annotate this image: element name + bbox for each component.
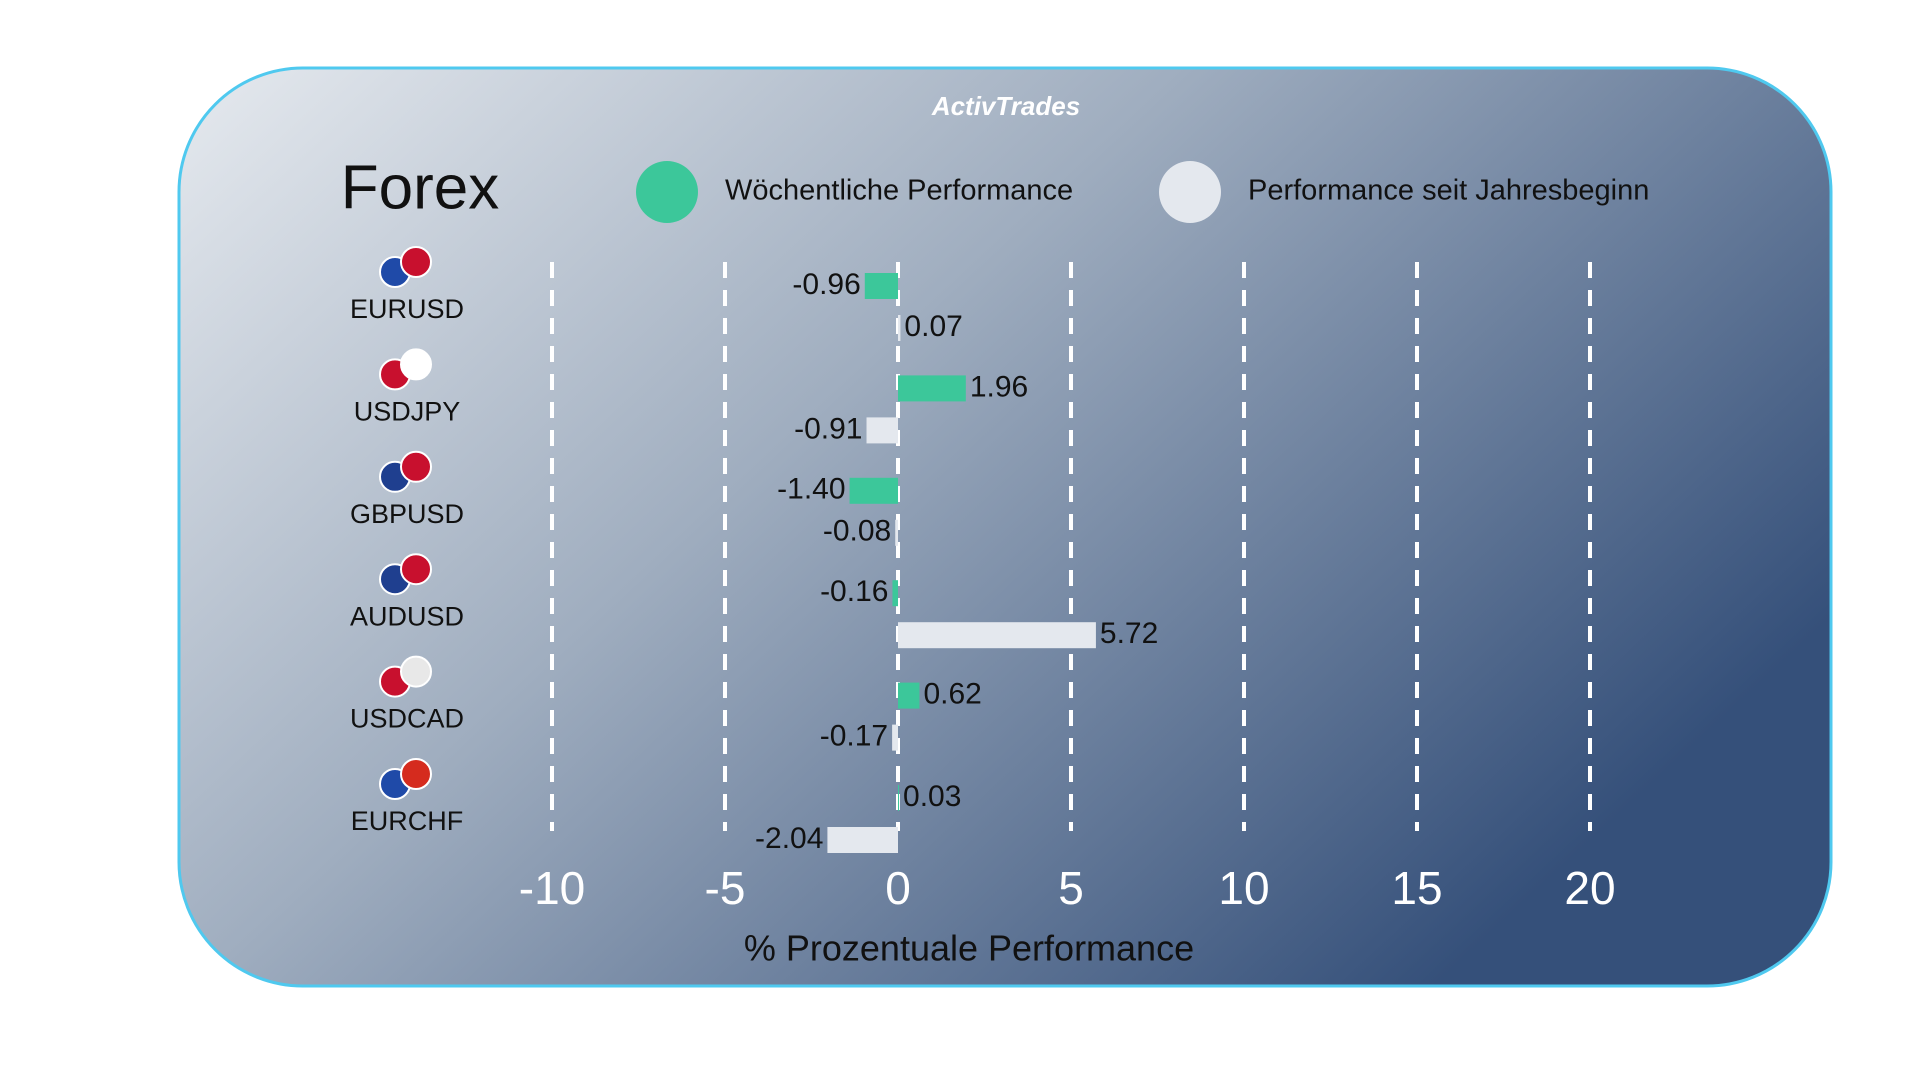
legend-label: Wöchentliche Performance [725, 175, 1073, 207]
category-label: EURCHF [351, 806, 464, 836]
bar [898, 682, 920, 709]
category-label: USDJPY [354, 397, 461, 427]
value-label: -2.04 [755, 822, 823, 855]
x-tick-label: 0 [885, 862, 911, 914]
bar [866, 417, 898, 444]
flag-icon [400, 348, 432, 381]
flag-icon [400, 246, 432, 278]
legend-label: Performance seit Jahresbeginn [1248, 175, 1649, 207]
value-label: 1.96 [970, 370, 1028, 403]
value-label: -0.96 [792, 268, 860, 301]
value-label: -0.08 [823, 515, 891, 548]
flag-icon [400, 758, 432, 790]
flag-icon [400, 655, 432, 688]
x-tick-label: 15 [1391, 862, 1442, 914]
value-label: -0.91 [794, 412, 862, 445]
x-tick-label: 10 [1218, 862, 1269, 914]
flag-icon [400, 553, 432, 586]
bar [892, 724, 898, 751]
bar [898, 315, 901, 341]
chart-title: Forex [341, 153, 499, 222]
x-tick-label: -5 [705, 862, 746, 914]
value-label: 0.62 [923, 678, 981, 711]
value-label: 0.07 [904, 310, 962, 343]
x-axis-label: % Prozentuale Performance [744, 928, 1194, 969]
value-label: 5.72 [1100, 617, 1158, 650]
logo: ActivTrades [931, 91, 1080, 121]
bar [895, 519, 898, 546]
category-label: EURUSD [350, 294, 464, 324]
bar [892, 580, 898, 607]
bar [898, 375, 966, 402]
value-label: -1.40 [777, 473, 845, 506]
value-label: -0.16 [820, 575, 888, 608]
bar [849, 477, 898, 504]
category-label: USDCAD [350, 704, 464, 734]
x-tick-label: 5 [1058, 862, 1084, 914]
legend-marker [636, 161, 698, 223]
legend-marker [1159, 161, 1221, 223]
bar [827, 827, 898, 853]
x-tick-label: -10 [519, 862, 585, 914]
x-tick-label: 20 [1564, 862, 1615, 914]
bar [898, 785, 900, 811]
category-label: AUDUSD [350, 601, 464, 631]
bar [864, 273, 898, 299]
category-label: GBPUSD [350, 499, 464, 529]
value-label: -0.17 [820, 720, 888, 753]
bar [898, 622, 1096, 649]
value-label: 0.03 [903, 780, 961, 813]
flag-icon [400, 450, 432, 483]
